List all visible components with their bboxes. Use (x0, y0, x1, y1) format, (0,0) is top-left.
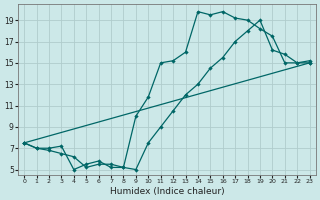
X-axis label: Humidex (Indice chaleur): Humidex (Indice chaleur) (109, 187, 224, 196)
